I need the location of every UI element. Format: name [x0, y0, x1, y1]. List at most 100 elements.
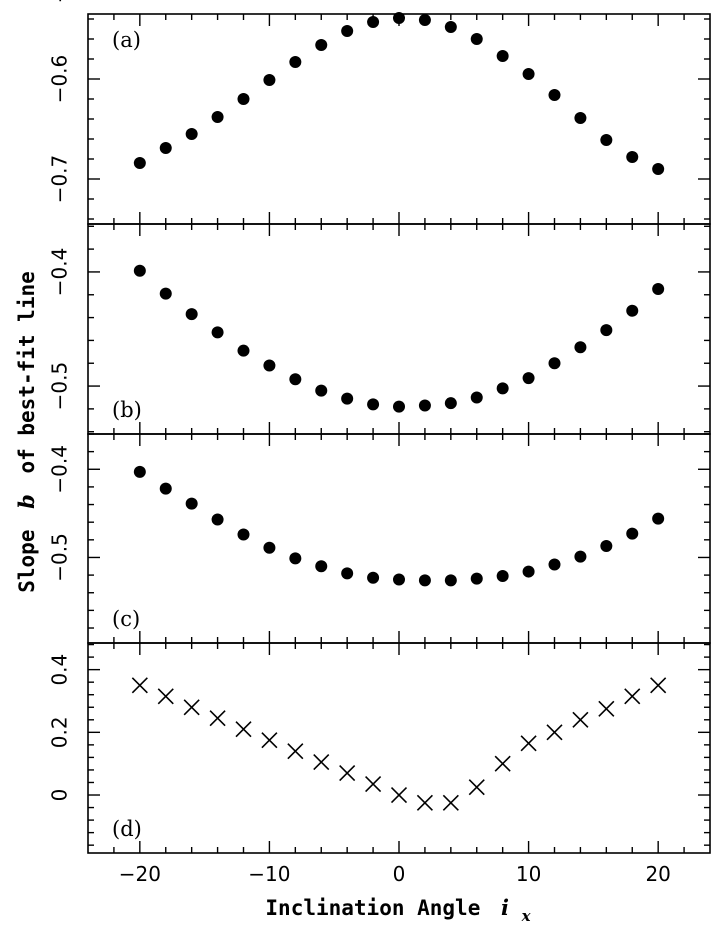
data-point: [444, 574, 457, 587]
data-point: [652, 512, 665, 525]
x-marker-stroke: [520, 735, 537, 752]
x-marker-stroke: [183, 699, 200, 716]
data-point: [470, 572, 483, 585]
data-point-x-marker: [494, 755, 511, 772]
x-tick-label: 10: [516, 862, 541, 886]
x-marker-stroke: [365, 775, 382, 793]
data-point: [237, 528, 250, 541]
data-point-x-marker: [546, 724, 563, 741]
panel-label: (b): [112, 398, 142, 422]
y-tick-label: −0.6: [48, 55, 72, 104]
data-point-x-marker: [365, 775, 382, 793]
data-point-x-marker: [442, 794, 459, 811]
x-axis-label-text: Inclination Angle: [265, 896, 480, 920]
panel-label: (a): [112, 28, 141, 52]
panel-label: (c): [112, 607, 140, 631]
x-marker-stroke: [572, 711, 589, 728]
data-point-x-marker: [209, 710, 226, 727]
x-marker-stroke: [313, 754, 330, 771]
data-point: [159, 287, 172, 300]
data-point: [522, 372, 535, 385]
data-point: [626, 151, 639, 163]
panel-frame: [87, 642, 711, 854]
data-point-x-marker: [572, 711, 589, 728]
data-point-x-marker: [650, 677, 667, 694]
data-point: [289, 56, 302, 68]
data-point: [185, 308, 198, 321]
data-point: [470, 391, 483, 404]
x-tick-label: 20: [645, 862, 670, 886]
data-point: [263, 359, 276, 372]
data-point: [237, 93, 250, 105]
y-tick-label: −0.7: [48, 155, 72, 204]
x-tick-label: −20: [119, 862, 161, 886]
data-point: [315, 384, 328, 397]
panel-c: −0.5 −0.4 (c): [48, 433, 711, 644]
x-marker-stroke: [209, 710, 226, 727]
y-tick-label: −0.5: [48, 533, 72, 582]
x-marker-stroke: [598, 700, 615, 717]
data-point: [367, 571, 380, 584]
y-axis-label: Slope b of best-fit line: [14, 271, 39, 593]
data-point-x-marker: [520, 735, 537, 752]
y-tick-label: −0.5: [48, 362, 72, 411]
x-marker-stroke: [494, 755, 511, 772]
data-point-x-marker: [313, 754, 330, 771]
data-point: [133, 157, 146, 169]
data-point-x-marker: [183, 699, 200, 716]
data-point: [315, 39, 328, 51]
data-point: [159, 482, 172, 495]
data-point: [367, 16, 380, 28]
data-point-x-marker: [468, 779, 485, 796]
data-point: [237, 344, 250, 357]
x-marker-stroke: [235, 721, 252, 738]
data-point: [263, 541, 276, 554]
data-point: [418, 399, 431, 412]
x-marker-stroke: [546, 724, 563, 741]
y-axis-label-post: of best-fit line: [15, 271, 39, 473]
y-tick-label: 0.4: [48, 654, 72, 686]
data-point: [159, 142, 172, 154]
y-axis-label-pre: Slope: [15, 530, 39, 593]
x-marker-stroke: [157, 688, 174, 705]
data-point: [496, 50, 509, 62]
data-point: [289, 552, 302, 565]
data-point: [133, 465, 146, 478]
panel-d: 0 0.2 0.4 (d): [48, 642, 711, 854]
data-point: [600, 134, 613, 146]
x-tick-label: 0: [393, 862, 406, 886]
data-point: [341, 392, 354, 405]
data-point: [444, 21, 457, 33]
data-point: [522, 565, 535, 578]
data-point: [211, 513, 224, 526]
data-point: [289, 373, 302, 386]
data-point: [496, 382, 509, 395]
data-point-x-marker: [416, 794, 433, 811]
data-point: [393, 12, 405, 24]
x-marker-stroke: [339, 765, 356, 782]
data-point: [574, 550, 587, 563]
data-point-x-marker: [287, 743, 304, 760]
data-point: [315, 560, 328, 573]
x-marker-stroke: [624, 688, 641, 705]
y-tick-label: −0.5: [48, 0, 72, 3]
x-axis-label: Inclination Angle i x: [265, 895, 531, 925]
data-point: [185, 128, 198, 140]
data-point: [626, 304, 639, 317]
y-tick-label: 0.2: [48, 716, 72, 748]
panel-a: −0.7 −0.6 −0.5 (a): [48, 0, 711, 225]
data-point: [341, 567, 354, 580]
data-point: [626, 527, 639, 540]
y-tick-label: −0.4: [48, 445, 72, 494]
x-marker-stroke: [261, 732, 278, 749]
x-axis-label-subscript: x: [521, 907, 532, 925]
data-point: [211, 326, 224, 339]
data-point: [548, 89, 561, 101]
panel-frame: [87, 433, 711, 644]
panel-frame: [87, 13, 711, 225]
panels-group: −0.7 −0.6 −0.5 (a) −0.5 −0.4 (b) −0.5 −0.4 (c) 0 0.…: [48, 0, 711, 886]
y-axis-label-symbol: b: [14, 494, 39, 509]
x-marker-stroke: [131, 677, 148, 694]
data-point: [211, 111, 224, 123]
data-point: [418, 14, 431, 26]
